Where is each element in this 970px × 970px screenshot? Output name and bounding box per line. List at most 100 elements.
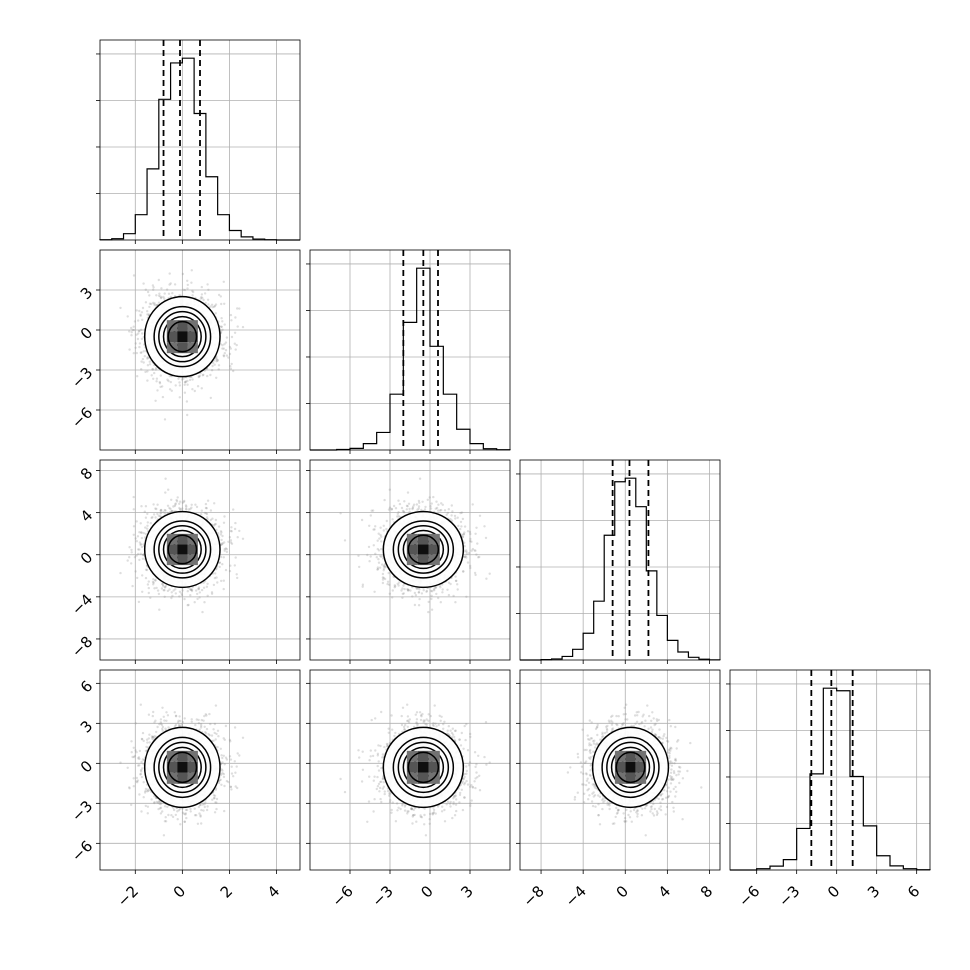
sample-point xyxy=(152,503,155,506)
sample-point xyxy=(213,304,217,308)
sample-point xyxy=(222,355,226,358)
sample-point xyxy=(212,524,216,527)
sample-point xyxy=(141,318,144,321)
sample-point xyxy=(168,283,171,286)
sample-point xyxy=(144,370,147,374)
sample-point xyxy=(159,296,163,300)
sample-point xyxy=(146,524,149,527)
sample-point xyxy=(141,557,145,560)
sample-point xyxy=(209,373,212,377)
sample-point xyxy=(196,592,199,596)
sample-point xyxy=(235,573,238,576)
sample-point xyxy=(238,307,241,310)
sample-point xyxy=(451,510,454,513)
sample-point xyxy=(142,350,145,353)
sample-point xyxy=(146,583,150,586)
sample-point xyxy=(158,292,161,295)
sample-point xyxy=(157,301,161,304)
sample-point xyxy=(163,292,166,295)
sample-point xyxy=(223,302,226,305)
sample-point xyxy=(192,290,195,294)
sample-point xyxy=(166,378,169,381)
sample-point xyxy=(155,380,158,383)
sample-point xyxy=(166,504,170,507)
sample-point xyxy=(232,508,235,511)
sample-point xyxy=(160,587,164,590)
sample-point xyxy=(135,554,138,557)
y-tick-label: −4 xyxy=(68,590,96,618)
sample-point xyxy=(474,532,477,535)
sample-point xyxy=(158,382,162,385)
sample-point xyxy=(130,331,133,334)
sample-point xyxy=(200,295,203,299)
sample-point xyxy=(215,358,219,361)
sample-point xyxy=(183,391,187,394)
sample-point xyxy=(141,357,145,361)
sample-point xyxy=(170,591,173,594)
sample-point xyxy=(165,288,169,291)
sample-point xyxy=(141,590,144,593)
histogram-step xyxy=(99,57,300,241)
sample-point xyxy=(148,305,151,309)
sample-point xyxy=(191,378,194,381)
sample-point xyxy=(234,521,237,525)
sample-point xyxy=(146,364,150,367)
sample-point xyxy=(140,505,143,508)
sample-point xyxy=(139,522,142,525)
sample-point xyxy=(223,515,226,518)
sample-point xyxy=(229,365,232,368)
sample-point xyxy=(136,375,139,378)
sample-point xyxy=(179,500,182,503)
sample-point xyxy=(146,379,149,382)
sample-point xyxy=(221,320,224,323)
sample-point xyxy=(229,541,233,544)
sample-point xyxy=(236,576,239,580)
sample-point xyxy=(420,592,424,595)
sample-point xyxy=(144,288,147,291)
sample-point xyxy=(174,503,177,506)
sample-point xyxy=(154,579,157,582)
sample-point xyxy=(177,377,180,380)
sample-point xyxy=(128,330,131,333)
sample-point xyxy=(230,335,234,339)
sample-point xyxy=(155,507,158,511)
sample-point xyxy=(213,305,216,308)
sample-point xyxy=(224,349,228,352)
sample-point xyxy=(225,336,229,339)
sample-point xyxy=(153,302,156,305)
sample-point xyxy=(163,297,166,300)
sample-point xyxy=(222,556,225,559)
sample-point xyxy=(167,379,170,383)
sample-point xyxy=(214,312,217,315)
sample-point xyxy=(132,508,135,511)
sample-point xyxy=(232,369,235,373)
sample-point xyxy=(193,601,196,604)
sample-point xyxy=(203,601,206,604)
sample-point xyxy=(215,576,218,579)
sample-point xyxy=(233,331,237,334)
sample-point xyxy=(171,594,174,598)
sample-point xyxy=(381,572,385,576)
sample-point xyxy=(227,356,230,359)
sample-point xyxy=(181,589,184,592)
y-tick-label: −8 xyxy=(68,633,96,661)
sample-point xyxy=(137,330,141,333)
sample-point xyxy=(205,512,208,515)
sample-point xyxy=(210,369,214,372)
sample-point xyxy=(189,594,192,597)
sample-point xyxy=(377,561,381,564)
sample-point xyxy=(207,288,210,291)
sample-point xyxy=(200,588,204,592)
sample-point xyxy=(200,509,203,512)
sample-point xyxy=(131,584,134,588)
sample-point xyxy=(229,564,232,567)
sample-point xyxy=(219,530,223,533)
sample-point xyxy=(227,540,230,543)
sample-point xyxy=(202,586,206,589)
sample-point xyxy=(146,310,149,313)
histogram-panel xyxy=(306,249,511,454)
sample-point xyxy=(223,323,226,326)
sample-point xyxy=(149,522,152,525)
sample-point xyxy=(157,592,161,596)
sample-point xyxy=(138,541,142,544)
